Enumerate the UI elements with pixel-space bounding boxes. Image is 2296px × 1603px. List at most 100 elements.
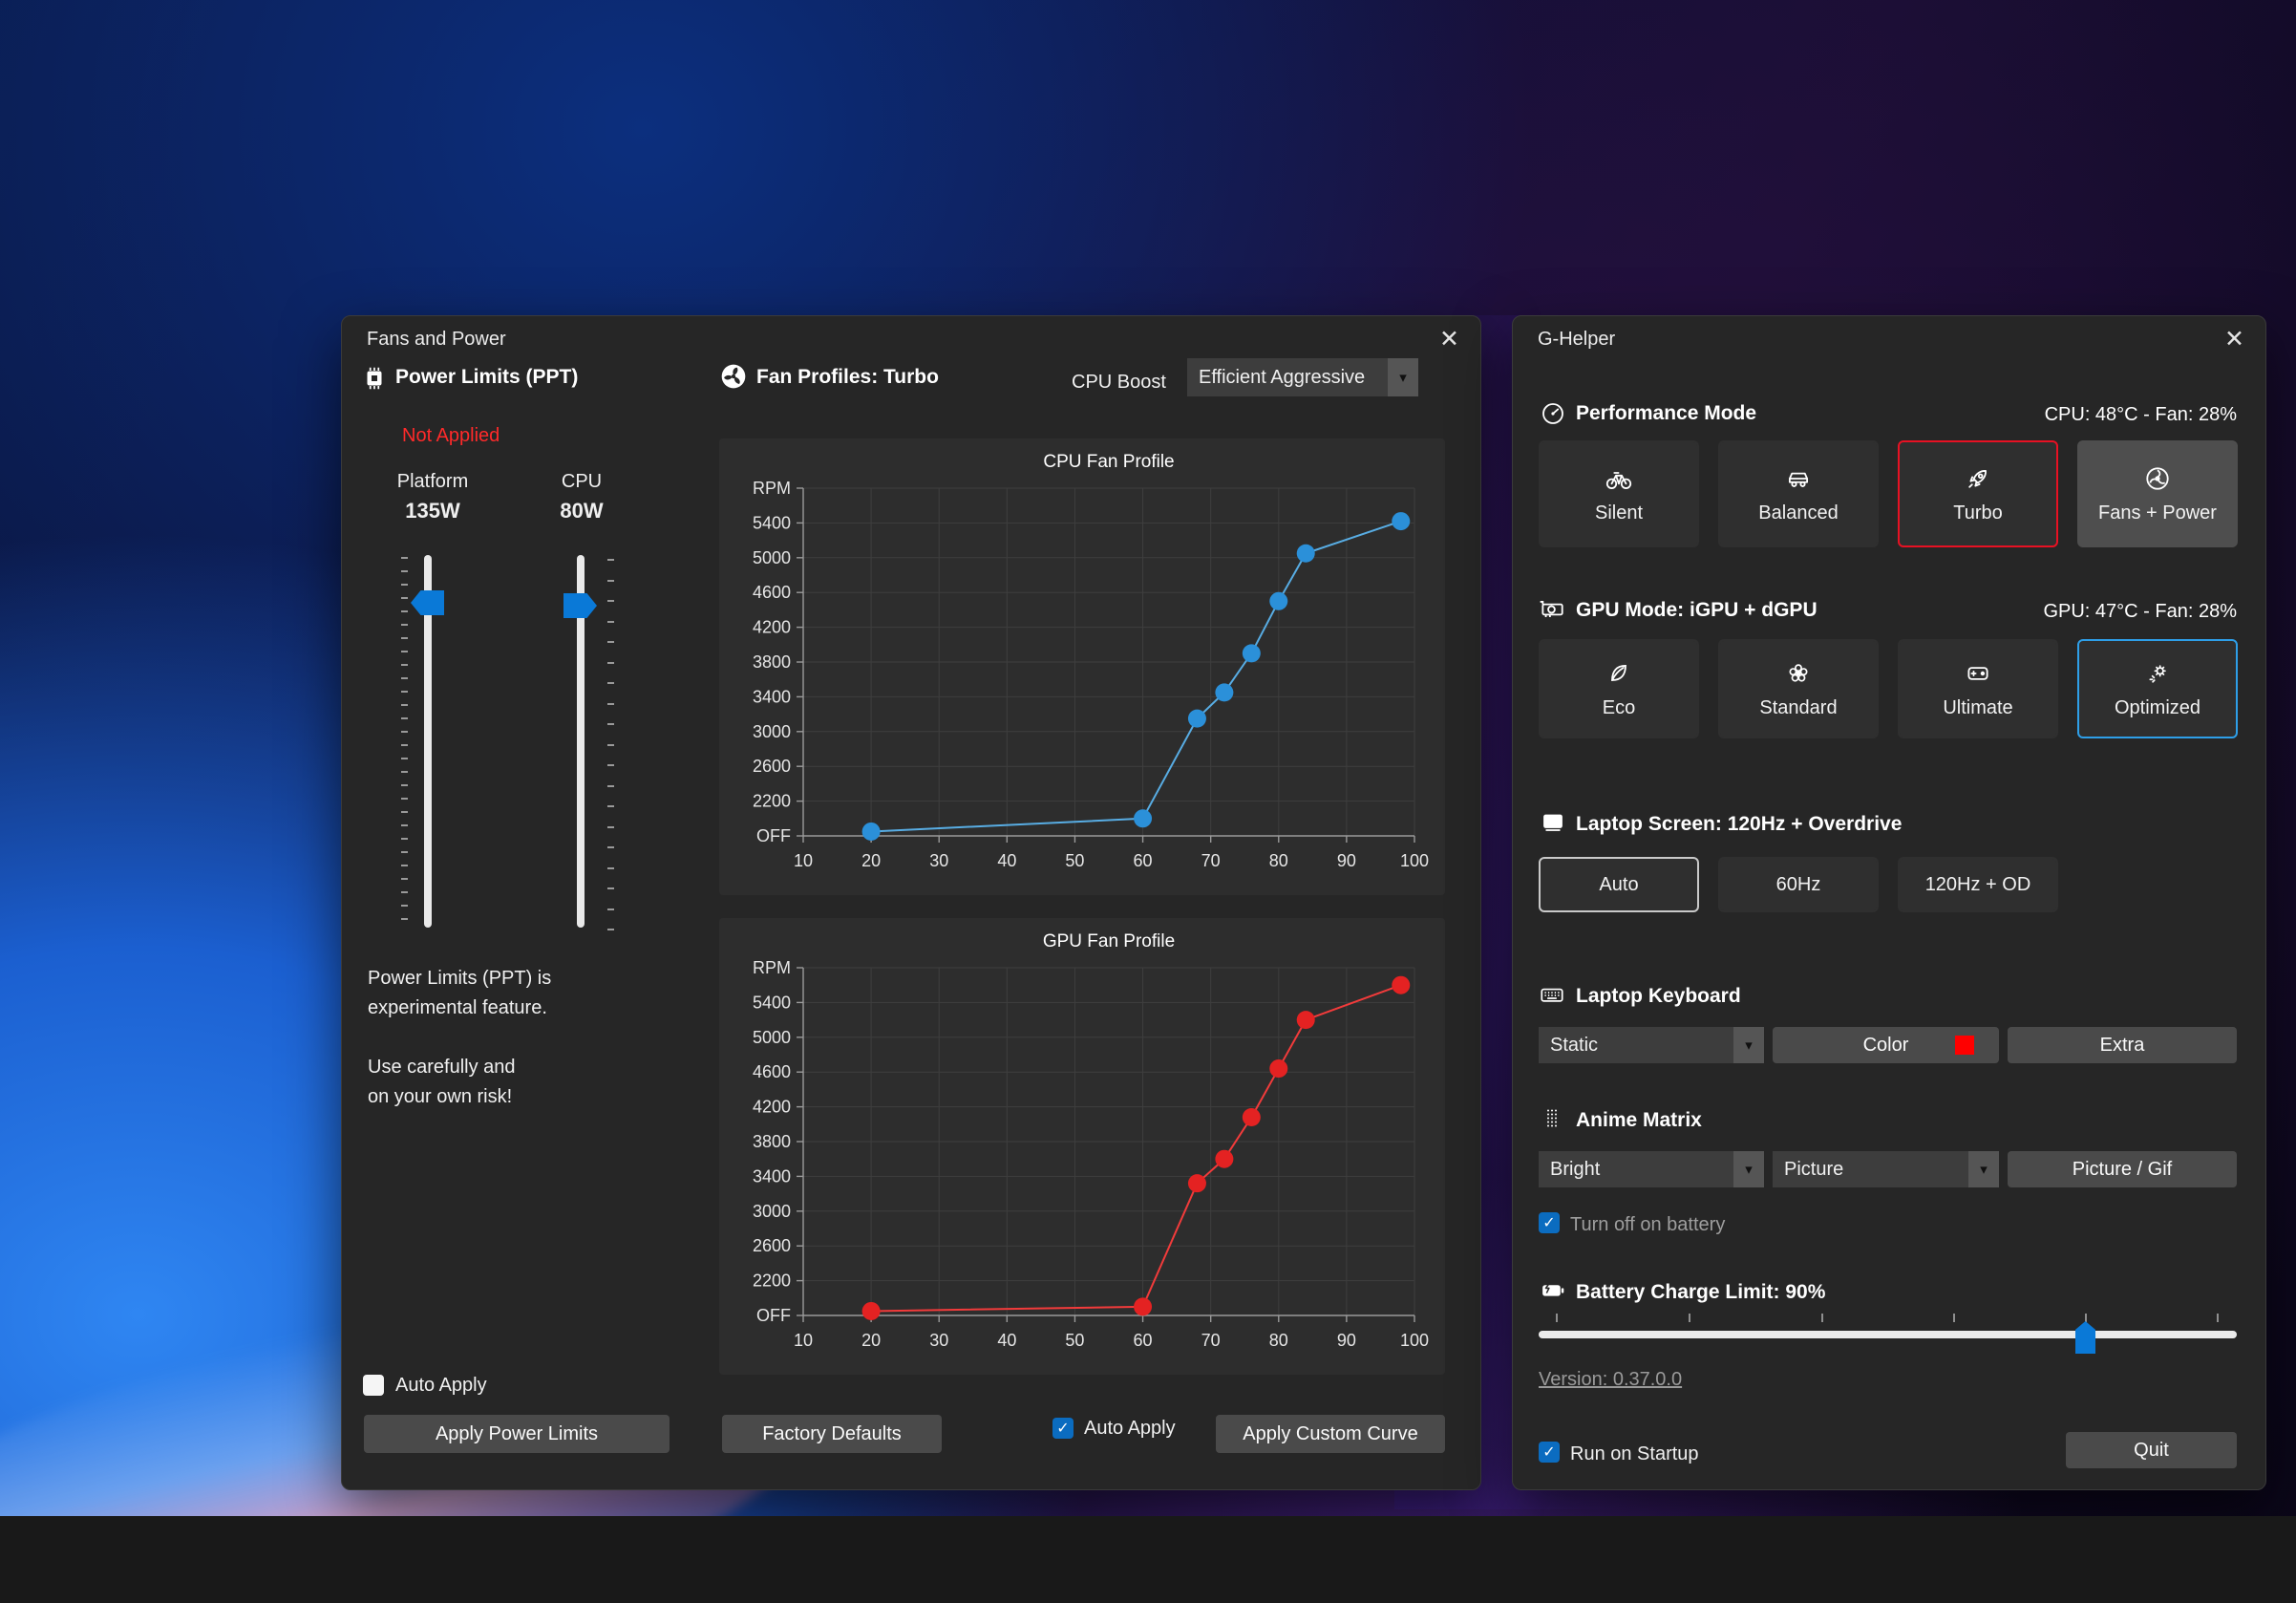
mode-label: Fans + Power	[2098, 502, 2217, 524]
keyboard-extra-button[interactable]: Extra	[2008, 1027, 2237, 1063]
factory-defaults-button[interactable]: Factory Defaults	[722, 1415, 942, 1453]
svg-text:5400: 5400	[753, 993, 791, 1012]
gamepad-icon	[1967, 666, 1988, 680]
battery-limit-title: Battery Charge Limit: 90%	[1576, 1281, 1826, 1303]
svg-text:80: 80	[1269, 851, 1288, 870]
apply-power-limits-button[interactable]: Apply Power Limits	[364, 1415, 670, 1453]
cpu-boost-dropdown[interactable]: Efficient Aggressive ▾	[1187, 358, 1418, 396]
gpu-tile-standard[interactable]: Standard	[1718, 639, 1879, 738]
gpu-mode-title: GPU Mode: iGPU + dGPU	[1576, 599, 1818, 621]
gpu-label: Standard	[1759, 696, 1838, 718]
fan-icon	[721, 364, 746, 389]
laptop-keyboard-title: Laptop Keyboard	[1576, 985, 1741, 1007]
cpu-slider-thumb[interactable]	[563, 593, 597, 618]
fans-window-title: Fans and Power	[367, 329, 506, 350]
chevron-down-icon[interactable]: ▾	[1968, 1151, 1999, 1187]
battery-limit-slider[interactable]	[1539, 1331, 2237, 1338]
power-limits-title: Power Limits (PPT)	[395, 366, 579, 388]
run-on-startup-checkbox[interactable]: ✓	[1539, 1442, 1560, 1463]
svg-text:100: 100	[1400, 1331, 1429, 1350]
mode-tile-balanced[interactable]: Balanced	[1718, 440, 1879, 547]
svg-text:4600: 4600	[753, 583, 791, 602]
screen-60hz-button[interactable]: 60Hz	[1718, 857, 1879, 912]
svg-text:30: 30	[929, 851, 948, 870]
screen-label: 60Hz	[1775, 873, 1821, 895]
keyboard-mode-dropdown[interactable]: Static ▾	[1539, 1027, 1764, 1063]
chevron-down-icon[interactable]: ▾	[1733, 1151, 1764, 1187]
chevron-down-icon[interactable]: ▾	[1733, 1027, 1764, 1063]
svg-text:3400: 3400	[753, 1166, 791, 1186]
screen-auto-button[interactable]: Auto	[1539, 857, 1699, 912]
svg-text:20: 20	[861, 851, 881, 870]
taskbar: G G ENG 2:00 PM 3/23/2023	[0, 1516, 2296, 1603]
svg-text:CPU Fan Profile: CPU Fan Profile	[1043, 452, 1174, 472]
keyboard-color-label: Color	[1862, 1034, 1909, 1056]
mode-tile-silent[interactable]: Silent	[1539, 440, 1699, 547]
g-helper-window: G-Helper ✕ Performance Mode CPU: 48°C - …	[1512, 315, 2266, 1490]
gpu-tile-optimized[interactable]: Optimized	[2077, 639, 2238, 738]
keyboard-icon	[1541, 988, 1563, 1002]
svg-text:RPM: RPM	[753, 479, 791, 498]
mode-label: Turbo	[1953, 502, 2003, 524]
svg-text:2200: 2200	[753, 792, 791, 811]
color-swatch	[1955, 1036, 1974, 1055]
gpu-temp-status: GPU: 47°C - Fan: 28%	[2043, 601, 2237, 622]
svg-text:60: 60	[1134, 851, 1153, 870]
fans-and-power-window: Fans and Power ✕ Power Limits (PPT) Not …	[341, 315, 1481, 1490]
ppt-note-4: on your own risk!	[368, 1086, 513, 1107]
power-auto-apply-checkbox[interactable]	[363, 1375, 384, 1396]
car-icon	[1788, 472, 1809, 487]
gauge-icon	[1542, 403, 1563, 424]
laptop-screen-title: Laptop Screen: 120Hz + Overdrive	[1576, 813, 1903, 835]
keyboard-color-button[interactable]: Color	[1773, 1027, 1999, 1063]
fans-titlebar[interactable]: Fans and Power ✕	[342, 316, 1480, 362]
anime-battery-off-checkbox[interactable]: ✓	[1539, 1212, 1560, 1233]
gpu-fan-chart[interactable]: 10 20 30 40 50 60 70 80 90 100 RPM 5400 5000 4600 4200…	[719, 918, 1445, 1375]
anime-picture-gif-button[interactable]: Picture / Gif	[2008, 1151, 2237, 1187]
mode-tile-fans-power[interactable]: Fans + Power	[2077, 440, 2238, 547]
svg-text:20: 20	[861, 1331, 881, 1350]
svg-text:2600: 2600	[753, 757, 791, 776]
gear-spark-icon	[2149, 664, 2166, 683]
close-icon[interactable]: ✕	[1439, 326, 1459, 353]
curve-auto-apply-checkbox[interactable]: ✓	[1052, 1418, 1074, 1439]
platform-slider-thumb[interactable]	[411, 590, 444, 615]
cpu-value: 80W	[560, 499, 604, 523]
svg-text:4600: 4600	[753, 1062, 791, 1081]
apply-custom-curve-button[interactable]: Apply Custom Curve	[1216, 1415, 1445, 1453]
svg-text:40: 40	[997, 1331, 1016, 1350]
gpu-label: Optimized	[2114, 696, 2201, 718]
bicycle-icon	[1605, 471, 1632, 489]
svg-text:70: 70	[1201, 851, 1221, 870]
version-link[interactable]: Version: 0.37.0.0	[1539, 1369, 1683, 1390]
svg-text:40: 40	[997, 851, 1016, 870]
cpu-boost-value: Efficient Aggressive	[1187, 358, 1388, 396]
svg-text:4200: 4200	[753, 1098, 791, 1117]
svg-text:3000: 3000	[753, 1202, 791, 1221]
cpu-boost-label: CPU Boost	[1072, 372, 1166, 393]
anime-brightness-dropdown[interactable]: Bright ▾	[1539, 1151, 1764, 1187]
screen-120hz-button[interactable]: 120Hz + OD	[1898, 857, 2058, 912]
gpu-tile-eco[interactable]: Eco	[1539, 639, 1699, 738]
quit-button[interactable]: Quit	[2066, 1432, 2237, 1468]
anime-mode-dropdown[interactable]: Picture ▾	[1773, 1151, 1999, 1187]
anime-matrix-title: Anime Matrix	[1576, 1109, 1702, 1131]
svg-text:80: 80	[1269, 1331, 1288, 1350]
svg-text:70: 70	[1201, 1331, 1221, 1350]
power-limits-status: Not Applied	[402, 425, 500, 446]
svg-text:50: 50	[1065, 1331, 1084, 1350]
svg-text:5400: 5400	[753, 513, 791, 532]
gpu-tile-ultimate[interactable]: Ultimate	[1898, 639, 2058, 738]
cpu-fan-chart[interactable]: 10 20 30 40 50 60 70 80 90 100 RPM 5400 5000 4600 4200…	[719, 438, 1445, 895]
mode-tile-turbo[interactable]: Turbo	[1898, 440, 2058, 547]
chevron-down-icon[interactable]: ▾	[1388, 358, 1418, 396]
cpu-slider[interactable]	[577, 555, 585, 928]
svg-text:3000: 3000	[753, 722, 791, 741]
battery-slider-thumb[interactable]	[2075, 1321, 2095, 1354]
svg-text:2200: 2200	[753, 1272, 791, 1291]
ghelper-titlebar[interactable]: G-Helper ✕	[1513, 316, 2265, 362]
platform-slider[interactable]	[424, 555, 432, 928]
svg-text:3800: 3800	[753, 1132, 791, 1151]
close-icon[interactable]: ✕	[2224, 326, 2244, 353]
svg-text:5000: 5000	[753, 1028, 791, 1047]
